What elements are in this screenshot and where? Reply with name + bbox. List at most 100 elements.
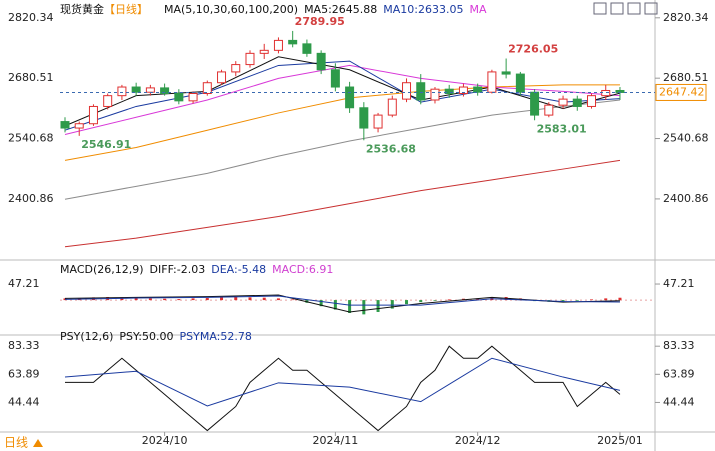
x-tick-label: 2024/10 — [142, 434, 188, 447]
panel-header: 现货黄金【日线】 MA(5,10,30,60,100,200) MA5:2645.8… — [60, 2, 487, 16]
macd-bar — [376, 300, 380, 312]
macd-bar — [163, 298, 167, 301]
macd-bar — [590, 299, 594, 301]
panel-header: PSY(12,6) PSY:50.00 PSYMA:52.78 — [60, 330, 252, 343]
macd-bar — [390, 300, 394, 309]
annotation: 2789.95 — [295, 15, 345, 28]
candle-body — [288, 39, 298, 45]
y-tick-label: 47.21 — [663, 277, 695, 290]
y-tick-label: 63.89 — [8, 367, 40, 380]
x-tick-label: 2025/01 — [597, 434, 643, 447]
line — [64, 159, 621, 248]
candle-body — [74, 123, 84, 129]
macd-bar — [148, 298, 152, 301]
macd-bar — [419, 300, 423, 303]
last-price-label: 2647.42 — [659, 85, 705, 98]
macd-bar — [220, 297, 224, 301]
y-tick-label: 2540.68 — [663, 132, 709, 145]
macd-bar — [618, 297, 622, 301]
candle-body — [60, 121, 70, 129]
y-tick-label: 2680.51 — [663, 71, 709, 84]
annotation: 2536.68 — [366, 142, 416, 155]
candle-body — [572, 98, 582, 107]
candle-body — [145, 87, 155, 93]
y-tick-label: 83.33 — [8, 339, 40, 352]
candle-body — [444, 88, 454, 95]
line — [64, 295, 620, 306]
line — [65, 345, 621, 432]
toolbar-icons — [593, 2, 658, 15]
icon[interactable] — [644, 2, 658, 15]
y-tick-label: 63.89 — [663, 367, 695, 380]
macd-bar — [205, 298, 209, 301]
legend-entry: MA5:2645.88 — [304, 3, 377, 16]
macd-bar — [177, 299, 181, 301]
annotation: 2546.91 — [81, 138, 131, 151]
candle-body — [402, 82, 412, 100]
candle-body — [117, 86, 127, 97]
legend-entry: MACD:6.91 — [272, 263, 333, 276]
icon[interactable] — [593, 2, 607, 15]
candle-body — [259, 49, 269, 54]
macd-bar — [561, 300, 565, 302]
y-tick-label: 47.21 — [8, 277, 40, 290]
macd-bar — [262, 297, 266, 301]
candle-body — [387, 98, 397, 116]
candle-body — [558, 98, 568, 106]
candle-body — [330, 69, 340, 88]
candle-body — [515, 73, 525, 93]
legend-entry: MACD(26,12,9) — [60, 263, 144, 276]
legend-entry: MA(5,10,30,60,100,200) — [164, 3, 298, 16]
macd-bar — [575, 300, 579, 301]
candle-body — [359, 107, 369, 129]
candle-body — [458, 86, 468, 95]
candle-body — [273, 39, 283, 51]
macd-bar — [276, 298, 280, 301]
candle-body — [217, 71, 227, 84]
candle-body — [88, 105, 98, 125]
y-tick-label: 2400.86 — [8, 192, 54, 205]
line — [64, 56, 621, 127]
candle-body — [416, 82, 426, 101]
candle-body — [430, 88, 440, 101]
legend-entry: 现货黄金 — [60, 2, 104, 16]
candle-body — [487, 71, 497, 93]
x-tick-label: 2024/12 — [455, 434, 501, 447]
macd-bar — [291, 299, 295, 301]
y-tick-label: 2680.51 — [8, 71, 54, 84]
line — [64, 357, 621, 407]
legend-entry: MA — [470, 3, 487, 16]
macd-bar — [362, 300, 366, 315]
macd-bar — [604, 298, 608, 301]
candle-body — [544, 104, 554, 116]
y-tick-label: 44.44 — [663, 395, 695, 408]
macd-bar — [333, 300, 337, 310]
last-price-box — [655, 83, 707, 101]
candle-body — [103, 95, 113, 107]
y-tick-label: 2820.34 — [8, 11, 54, 24]
macd-bar — [348, 300, 352, 313]
candle-body — [245, 52, 255, 66]
period-arrow[interactable] — [33, 439, 43, 447]
candle-body — [188, 93, 198, 102]
y-tick-label: 2540.68 — [8, 132, 54, 145]
y-tick-label: 2820.34 — [663, 11, 709, 24]
macd-bar — [433, 300, 437, 301]
panel-header: MACD(26,12,9) DIFF:-2.03 DEA:-5.48 MACD:6.9… — [60, 263, 333, 276]
candle-body — [473, 86, 483, 93]
icon[interactable] — [627, 2, 641, 15]
macd-bar — [191, 298, 195, 301]
candle-body — [160, 87, 170, 95]
macd-bar — [476, 298, 480, 301]
macd-bar — [134, 298, 138, 301]
candle-body — [345, 86, 355, 109]
icon[interactable] — [610, 2, 624, 15]
period-switch[interactable]: 日线 — [4, 436, 28, 450]
candle-body — [174, 93, 184, 102]
macd-bar — [319, 300, 323, 307]
line — [64, 99, 621, 200]
macd-bar — [248, 297, 252, 301]
candle-body — [601, 89, 611, 97]
